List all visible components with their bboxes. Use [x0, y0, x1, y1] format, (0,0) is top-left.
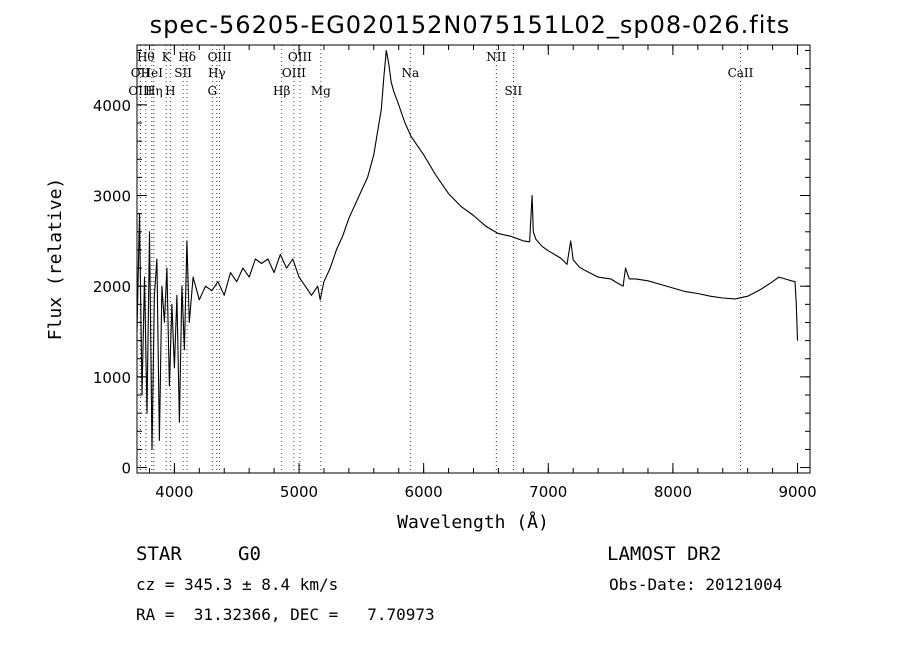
- spectral-line-label: HeI: [141, 66, 164, 80]
- x-tick-label: 7000: [529, 483, 567, 501]
- spectral-line-label: NII: [486, 50, 506, 64]
- x-axis-ticks: 4000 5000 6000 7000 8000 9000: [148, 45, 817, 501]
- spectral-line-label: OIII: [288, 50, 312, 64]
- y-axis-label: Flux (relative): [45, 178, 66, 341]
- spectral-line-markers: [139, 45, 741, 473]
- spectral-line-label: Hθ: [137, 50, 155, 64]
- spectral-line-label: OIII: [282, 66, 306, 80]
- spectral-line-label: Mg: [311, 84, 331, 98]
- spectral-line-label: G: [208, 84, 218, 98]
- spectral-line-label: Hγ: [208, 66, 226, 80]
- spectral-line-label: K: [162, 50, 172, 64]
- x-tick-label: 9000: [778, 483, 816, 501]
- plot-frame: [136, 44, 811, 474]
- y-tick-label: 2000: [93, 278, 131, 296]
- object-subclass: G0: [238, 543, 261, 565]
- spectral-line-label: OIII: [128, 84, 152, 98]
- x-tick-label: 8000: [654, 483, 692, 501]
- y-tick-label: 4000: [93, 97, 131, 115]
- spectral-line-label: Hδ: [178, 50, 196, 64]
- y-tick-label: 1000: [93, 369, 131, 387]
- x-axis-label: Wavelength (Å): [397, 511, 549, 533]
- spectral-line-label: SII: [174, 66, 192, 80]
- x-tick-label: 4000: [155, 483, 193, 501]
- y-tick-label: 3000: [93, 188, 131, 206]
- object-class: STAR: [136, 543, 182, 565]
- chart-title: spec-56205-EG020152N075151L02_sp08-026.f…: [150, 11, 791, 39]
- obs-date: Obs-Date: 20121004: [609, 575, 782, 594]
- spectrum-line: [136, 49, 799, 450]
- survey-name: LAMOST DR2: [607, 543, 721, 565]
- spectral-line-label: OIII: [208, 50, 232, 64]
- y-tick-label: 0: [121, 460, 131, 478]
- y-axis-ticks: 0 1000 2000 3000 4000: [93, 49, 810, 478]
- x-tick-label: 5000: [280, 483, 318, 501]
- x-tick-label: 6000: [405, 483, 443, 501]
- spectral-line-label: H: [165, 84, 175, 98]
- spectral-line-label: Hη: [145, 84, 163, 98]
- spectral-line-label: SII: [505, 84, 523, 98]
- spectral-line-label: Hβ: [273, 84, 290, 98]
- spectral-line-label: Na: [401, 66, 419, 80]
- redshift-cz: cz = 345.3 ± 8.4 km/s: [136, 575, 338, 594]
- ra-dec: RA = 31.32366, DEC = 7.70973: [136, 605, 435, 624]
- spectral-line-label: OII: [131, 66, 151, 80]
- spectral-line-label: CaII: [728, 66, 754, 80]
